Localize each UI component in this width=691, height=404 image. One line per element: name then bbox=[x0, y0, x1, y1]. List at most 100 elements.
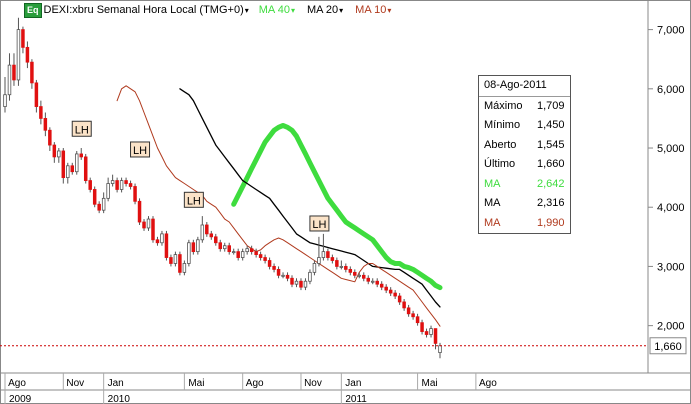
candle-body bbox=[57, 150, 61, 158]
candle-body bbox=[169, 257, 173, 264]
info-row-label: Aberto bbox=[484, 138, 517, 151]
ma40-selector[interactable]: MA 40▾ bbox=[259, 4, 295, 16]
lh-marker[interactable] bbox=[130, 141, 151, 158]
info-box: 08-Ago-2011 Máximo 1,709 Mínimo 1,450 Aberto… bbox=[478, 75, 571, 234]
lh-marker[interactable] bbox=[71, 120, 92, 137]
candle-body bbox=[48, 129, 52, 146]
candle-body bbox=[240, 251, 245, 258]
candle-body bbox=[178, 254, 182, 273]
x-tick-label: Mai bbox=[422, 378, 438, 389]
candle-body bbox=[339, 266, 344, 268]
chart-header: Eq DEXI:xbru Semanal Hora Local (TMG+0)▾… bbox=[4, 2, 403, 18]
candle-body bbox=[214, 236, 218, 244]
candle-body bbox=[66, 165, 70, 179]
candle-body bbox=[388, 289, 393, 294]
chevron-down-icon[interactable]: ▾ bbox=[290, 6, 295, 15]
info-row-label: MA bbox=[484, 197, 501, 209]
x-tick-label: Nov bbox=[304, 378, 322, 389]
candle-body bbox=[115, 180, 119, 190]
lh-marker-label: LH bbox=[75, 124, 89, 136]
info-row: MA 2,316 bbox=[479, 194, 570, 214]
candle-body bbox=[119, 180, 124, 190]
year-label: 2009 bbox=[9, 394, 32, 404]
lh-marker[interactable] bbox=[309, 215, 330, 232]
year-label: 2010 bbox=[108, 394, 131, 404]
candle-body bbox=[151, 218, 155, 241]
lh-marker[interactable] bbox=[183, 191, 204, 208]
candle-body bbox=[326, 251, 330, 258]
candle-body bbox=[411, 313, 415, 318]
info-row: MA 1,990 bbox=[479, 214, 570, 234]
x-tick-label: Jan bbox=[108, 378, 124, 389]
candle-body bbox=[294, 280, 299, 285]
info-row-label: MA bbox=[484, 177, 501, 190]
chevron-down-icon[interactable]: ▾ bbox=[387, 6, 392, 15]
ma10-selector[interactable]: MA 10▾ bbox=[355, 4, 391, 16]
candle-body bbox=[438, 345, 442, 353]
info-row-value: 1,450 bbox=[537, 119, 565, 131]
candle-body bbox=[281, 274, 285, 277]
chevron-down-icon[interactable]: ▾ bbox=[339, 6, 344, 15]
candle-body bbox=[317, 257, 321, 264]
candle-body bbox=[433, 328, 438, 344]
candle-body bbox=[402, 301, 406, 309]
candle-body bbox=[124, 180, 128, 184]
info-row-label: Máximo bbox=[484, 99, 523, 112]
y-tick-label: 4,000 bbox=[657, 202, 685, 214]
candle-body bbox=[79, 153, 83, 158]
info-rows: Máximo 1,709 Mínimo 1,450 Aberto 1,545 Último 1… bbox=[479, 97, 570, 234]
info-row: MA 2,642 bbox=[479, 175, 570, 195]
candle-body bbox=[303, 280, 308, 288]
equity-badge[interactable]: Eq bbox=[24, 2, 42, 18]
candle-body bbox=[88, 180, 92, 190]
y-tick-label: 3,000 bbox=[657, 261, 685, 273]
candle-body bbox=[267, 260, 272, 267]
candle-body bbox=[231, 251, 236, 254]
candle-body bbox=[30, 61, 34, 84]
candle-body bbox=[39, 106, 43, 119]
candle-body bbox=[43, 118, 48, 131]
candle-body bbox=[164, 233, 169, 258]
candle-body bbox=[21, 29, 25, 48]
info-row-value: 1,545 bbox=[537, 138, 565, 151]
candle-body bbox=[25, 46, 30, 63]
candle-body bbox=[187, 242, 191, 264]
candle-body bbox=[205, 224, 209, 235]
y-tick-label: 5,000 bbox=[657, 143, 685, 155]
candle-body bbox=[16, 29, 21, 81]
candle-body bbox=[370, 280, 375, 283]
candle-body bbox=[397, 295, 402, 303]
candle-body bbox=[75, 153, 79, 173]
candle-body bbox=[312, 263, 317, 273]
candle-body bbox=[12, 64, 16, 81]
x-tick-label: Nov bbox=[66, 378, 84, 389]
lh-marker-label: LH bbox=[133, 145, 147, 157]
info-row: Mínimo 1,450 bbox=[479, 116, 570, 136]
candle-body bbox=[160, 233, 164, 244]
candle-body bbox=[191, 242, 196, 253]
candle-body bbox=[330, 257, 335, 261]
x-tick-label: Jan bbox=[345, 378, 361, 389]
symbol-selector[interactable]: DEXI:xbru Semanal Hora Local (TMG+0)▾ bbox=[44, 4, 249, 16]
candle-body bbox=[344, 266, 348, 270]
info-row-value: 1,990 bbox=[537, 216, 565, 229]
x-tick-label: Ago bbox=[8, 378, 26, 389]
ma20-selector[interactable]: MA 20▾ bbox=[307, 4, 343, 16]
candle-body bbox=[249, 248, 254, 253]
chevron-down-icon[interactable]: ▾ bbox=[244, 6, 249, 15]
candle-body bbox=[218, 242, 223, 250]
x-tick-label: Ago bbox=[246, 378, 264, 389]
candle-body bbox=[61, 150, 66, 179]
candle-body bbox=[285, 274, 290, 279]
ma20-line bbox=[179, 88, 441, 308]
ma40-label: MA 40 bbox=[258, 4, 290, 16]
candle-body bbox=[97, 203, 101, 211]
ma10-label: MA 10 bbox=[355, 4, 387, 16]
info-row: Máximo 1,709 bbox=[479, 97, 570, 117]
candle-body bbox=[424, 331, 429, 335]
candle-body bbox=[299, 280, 303, 288]
y-tick-label: 7,000 bbox=[657, 25, 685, 37]
y-tick-label: 2,000 bbox=[657, 321, 685, 333]
